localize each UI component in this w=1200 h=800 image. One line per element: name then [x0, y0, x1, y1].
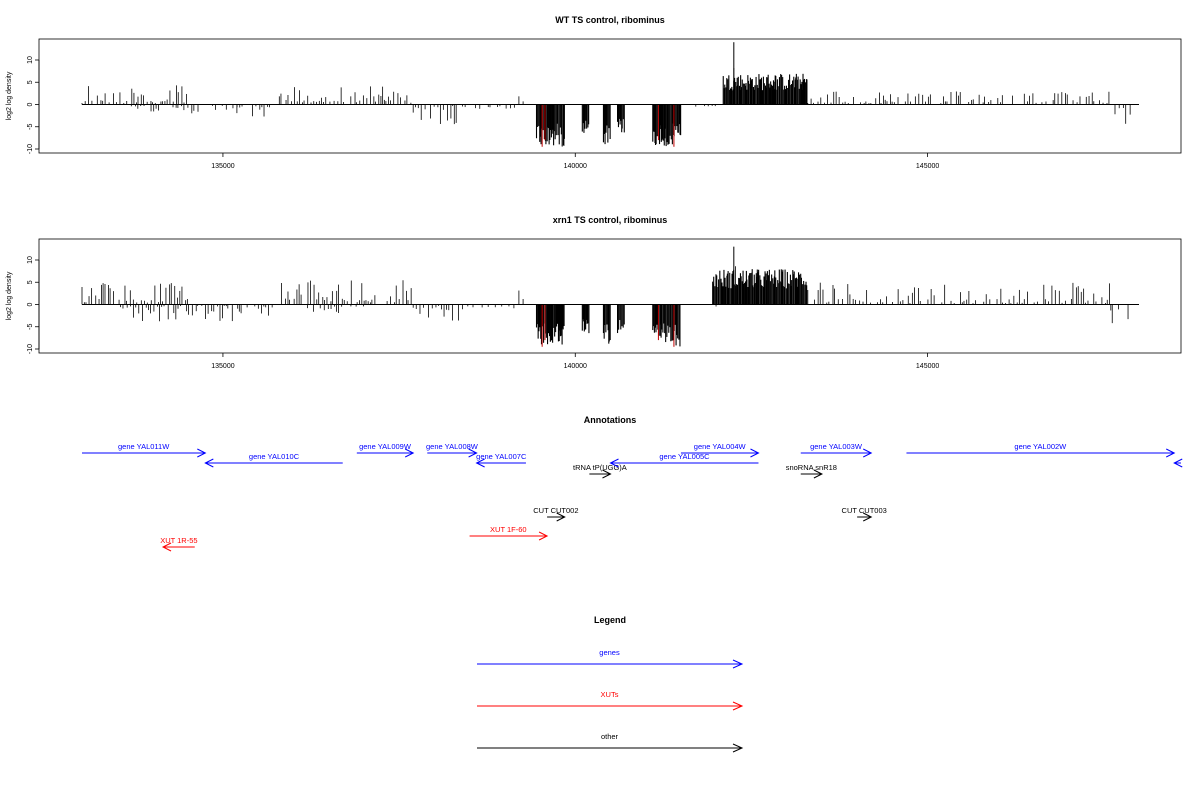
xrn1-y-axis-label: log2 log density	[6, 271, 13, 320]
xrn1-coverage-bars	[81, 246, 1129, 347]
annotation-label: XUT 1F-60	[490, 525, 527, 534]
xrn1-y-tick-label: -10	[27, 344, 34, 354]
annotation-label: gene YAL004W	[694, 442, 747, 451]
wt-y-tick-label: 0	[27, 102, 34, 106]
wt-x-axis: 135000 140000 145000	[211, 153, 939, 170]
annotation-feature: gene YAL008W	[426, 442, 479, 458]
annotation-feature: gene YAL009W	[356, 442, 415, 458]
xrn1-x-tick-label: 140000	[564, 363, 587, 370]
annotation-feature: CUT CUT003	[842, 506, 887, 522]
annotation-feature: gene YAL004W	[680, 442, 760, 458]
xrn1-y-axis: -10 -5 0 5 10	[27, 256, 40, 354]
legend-title: Legend	[594, 615, 626, 625]
legend-item-genes: genes	[477, 648, 744, 669]
wt-y-tick-label: -5	[27, 124, 34, 130]
wt-y-tick-label: 5	[27, 80, 34, 84]
annotation-feature: snoRNA snR18	[786, 463, 837, 479]
legend-item-xuts: XUTs	[477, 690, 744, 711]
annotation-feature: gene YAL003W	[800, 442, 873, 458]
annotation-label: gene YAL003W	[810, 442, 863, 451]
wt-y-tick-label: 10	[27, 56, 34, 64]
annotation-label: gene YAL007C	[476, 452, 527, 461]
wt-red-marks	[541, 104, 675, 147]
annotation-feature: gene YAL007C	[475, 452, 527, 468]
annotation-feature: CUT CUT002	[533, 506, 579, 522]
xrn1-x-tick-label: 145000	[916, 363, 939, 370]
annotations-title: Annotations	[584, 415, 637, 425]
wt-coverage-bars	[81, 42, 1131, 147]
annotation-label: CUT CUT002	[533, 506, 578, 515]
wt-panel-title: WT TS control, ribominus	[555, 15, 665, 25]
legend-label: genes	[599, 648, 620, 657]
wt-x-tick-label: 135000	[211, 163, 234, 170]
wt-x-tick-label: 140000	[564, 163, 587, 170]
annotation-label: gene YAL011W	[118, 442, 170, 451]
annotation-label: gene YAL009W	[359, 442, 412, 451]
wt-y-axis: -10 -5 0 5 10	[27, 56, 40, 154]
xrn1-coverage-panel: xrn1 TS control, ribominus -10 -5 0 5 10 135…	[6, 215, 1182, 370]
legend-items: genes XUTs other	[477, 648, 744, 753]
annotation-feature: XUT 1R-55	[160, 536, 198, 552]
legend-label: XUTs	[601, 690, 619, 699]
annotation-label: XUT 1R-55	[160, 536, 197, 545]
legend: Legend genes XUTs other	[477, 615, 744, 753]
annotation-feature: gene YAL010C	[204, 452, 343, 468]
annotation-label: snoRNA snR18	[786, 463, 837, 472]
xrn1-y-tick-label: 10	[27, 256, 34, 264]
annotation-feature	[1173, 458, 1183, 468]
annotation-features: gene YAL011W gene YAL010C gene YAL009W gene…	[82, 442, 1183, 552]
annotation-label: gene YAL002W	[1014, 442, 1067, 451]
xrn1-y-tick-label: 5	[27, 280, 34, 284]
annotation-label: gene YAL005C	[659, 452, 710, 461]
annotation-feature: gene YAL011W	[82, 442, 207, 458]
wt-coverage-panel: WT TS control, ribominus -10 -5 0 5 10 13500…	[6, 15, 1182, 170]
annotation-feature: XUT 1F-60	[469, 525, 549, 541]
annotation-label: gene YAL008W	[426, 442, 479, 451]
wt-x-tick-label: 145000	[916, 163, 939, 170]
xrn1-y-tick-label: 0	[27, 302, 34, 306]
annotation-feature: gene YAL002W	[906, 442, 1176, 458]
annotation-label: tRNA tP(UGG)A	[573, 463, 627, 472]
xrn1-x-axis: 135000 140000 145000	[211, 353, 939, 370]
annotation-feature: gene YAL005C	[609, 452, 759, 468]
annotation-label: CUT CUT003	[842, 506, 887, 515]
legend-label: other	[601, 732, 619, 741]
xrn1-red-marks	[541, 304, 675, 347]
xrn1-y-tick-label: -5	[27, 324, 34, 330]
annotation-feature: tRNA tP(UGG)A	[573, 463, 627, 479]
xrn1-x-tick-label: 135000	[211, 363, 234, 370]
xrn1-panel-title: xrn1 TS control, ribominus	[553, 215, 668, 225]
legend-item-other: other	[477, 732, 744, 753]
wt-y-axis-label: log2 log density	[6, 71, 13, 120]
annotation-label: gene YAL010C	[249, 452, 300, 461]
wt-y-tick-label: -10	[27, 144, 34, 154]
